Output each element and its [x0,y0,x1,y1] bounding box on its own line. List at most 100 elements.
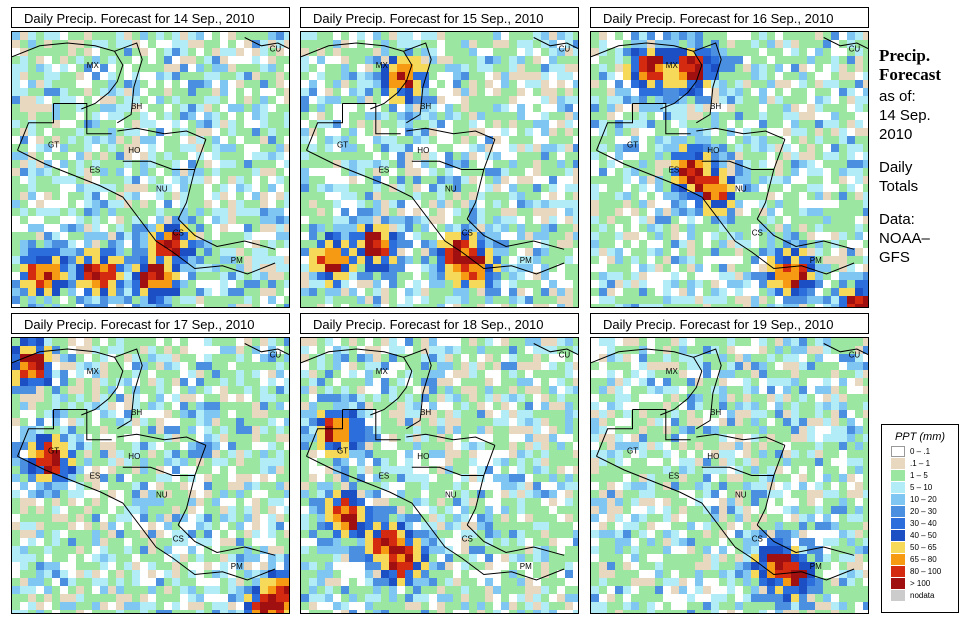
legend-label: > 100 [910,579,931,588]
legend-swatch [891,458,905,469]
legend-label: 30 – 40 [910,519,937,528]
legend: PPT (mm) 0 – .1 .1 – 1 1 – 5 5 – 10 10 – 20 2… [881,424,959,613]
panel-title: Daily Precip. Forecast for 19 Sep., 2010 [590,313,869,334]
country-label-nu: NU [445,185,457,194]
panel-title: Daily Precip. Forecast for 17 Sep., 2010 [11,313,290,334]
precip-map: MX CU BH GT HO ES NU CS PM [590,337,869,614]
legend-label: 1 – 5 [910,471,928,480]
coastlines [301,343,578,581]
country-label-ho: HO [128,452,140,461]
country-label-mx: MX [376,61,389,70]
country-label-cs: CS [462,229,473,238]
country-label-es: ES [90,165,101,174]
precip-grid: MX CU BH GT HO ES NU CS PM [12,32,289,307]
country-label-cu: CU [849,44,861,53]
country-label-ho: HO [707,452,719,461]
legend-label: 80 – 100 [910,567,942,576]
legend-item: 50 – 65 [891,541,958,553]
country-label-cu: CU [559,44,571,53]
totals-line1: Daily [879,159,913,176]
legend-item: 5 – 10 [891,481,958,493]
data-source-line3: GFS [879,249,910,266]
legend-swatch [891,530,905,541]
legend-swatch [891,554,905,565]
country-label-bh: BH [131,102,142,111]
forecast-panel: Daily Precip. Forecast for 17 Sep., 2010… [11,313,290,614]
country-label-ho: HO [128,146,140,155]
country-label-mx: MX [376,367,389,376]
legend-swatch [891,542,905,553]
legend-swatch [891,494,905,505]
side-info: Precip. Forecast as of: 14 Sep. 2010 Dai… [879,46,965,267]
legend-item: .1 – 1 [891,457,958,469]
precip-cells [12,32,289,307]
precip-grid: MX CU BH GT HO ES NU CS PM [301,338,578,613]
country-label-ho: HO [417,146,429,155]
legend-item: > 100 [891,577,958,589]
coastlines [301,37,578,275]
legend-swatch [891,578,905,589]
precip-cells [12,338,289,613]
precip-grid: MX CU BH GT HO ES NU CS PM [591,32,868,307]
country-label-cs: CS [462,535,473,544]
country-label-cs: CS [173,535,184,544]
country-label-bh: BH [710,408,721,417]
country-label-mx: MX [87,367,100,376]
legend-label: .1 – 1 [910,459,931,468]
country-label-cu: CU [849,350,861,359]
precip-map: MX CU BH GT HO ES NU CS PM [300,31,579,308]
precip-cells [301,338,578,613]
coastlines [12,343,289,581]
legend-title: PPT (mm) [894,431,946,443]
legend-label: 40 – 50 [910,531,937,540]
country-label-nu: NU [156,491,168,500]
country-label-bh: BH [420,102,431,111]
country-label-mx: MX [87,61,100,70]
country-label-cu: CU [270,350,282,359]
legend-label: 10 – 20 [910,495,937,504]
legend-label: 50 – 65 [910,543,937,552]
precip-cells [301,32,578,307]
country-label-pm: PM [810,256,822,265]
country-label-pm: PM [810,562,822,571]
legend-label: nodata [910,591,935,600]
country-label-nu: NU [735,185,747,194]
country-label-es: ES [379,165,390,174]
country-label-gt: GT [48,141,59,150]
asof-line1: as of: [879,88,916,105]
side-title-line1: Precip. [879,46,931,65]
country-label-ho: HO [417,452,429,461]
legend-item: 65 – 80 [891,553,958,565]
country-label-es: ES [669,471,680,480]
side-title-line2: Forecast [879,65,941,84]
coastlines [591,343,868,581]
legend-item: 0 – .1 [891,445,958,457]
coastlines [591,37,868,275]
forecast-panel: Daily Precip. Forecast for 14 Sep., 2010… [11,7,290,308]
country-label-cs: CS [752,535,763,544]
legend-label: 20 – 30 [910,507,937,516]
country-label-nu: NU [735,491,747,500]
legend-item: 20 – 30 [891,505,958,517]
legend-swatch [891,506,905,517]
precip-cells [591,32,868,307]
legend-item: 80 – 100 [891,565,958,577]
legend-swatch [891,470,905,481]
legend-rows: 0 – .1 .1 – 1 1 – 5 5 – 10 10 – 20 20 – 30 30 … [882,445,958,601]
precip-cells [591,338,868,613]
country-label-bh: BH [710,102,721,111]
country-label-gt: GT [48,447,59,456]
precip-grid: MX CU BH GT HO ES NU CS PM [301,32,578,307]
country-label-bh: BH [131,408,142,417]
forecast-panel: Daily Precip. Forecast for 19 Sep., 2010… [590,313,869,614]
country-label-gt: GT [337,141,348,150]
country-label-pm: PM [520,256,532,265]
legend-item: 30 – 40 [891,517,958,529]
totals-line2: Totals [879,178,919,195]
legend-item: 10 – 20 [891,493,958,505]
forecast-panel: Daily Precip. Forecast for 16 Sep., 2010… [590,7,869,308]
legend-swatch [891,518,905,529]
panel-title: Daily Precip. Forecast for 14 Sep., 2010 [11,7,290,28]
country-label-cs: CS [752,229,763,238]
country-label-mx: MX [666,367,679,376]
